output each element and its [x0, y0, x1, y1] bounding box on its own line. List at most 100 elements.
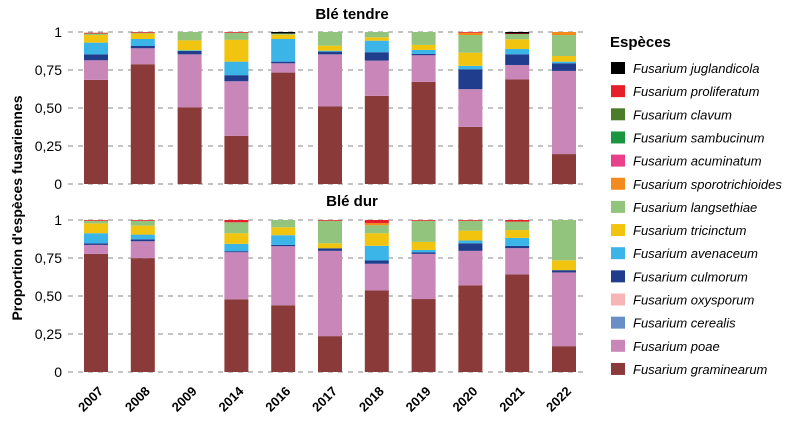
legend-label: Fusarium langsethiae: [633, 200, 757, 215]
bar-segment-fusarium-poae-2008: [130, 241, 155, 259]
legend-label: Fusarium culmorum: [633, 269, 748, 284]
bar-segment-fusarium-culmorum-2009: [177, 51, 202, 55]
bar-segment-fusarium-tricinctum-2019: [411, 44, 436, 50]
bar-segment-fusarium-langsethiae-2008: [130, 32, 155, 34]
y-tick-label: 0,75: [35, 62, 62, 78]
bar-segment-fusarium-graminearum-2008: [130, 258, 155, 372]
y-tick-label: 0,50: [35, 100, 62, 116]
bar-segment-fusarium-graminearum-2022: [552, 346, 576, 372]
bar-segment-fusarium-avenaceum-2022: [552, 61, 576, 64]
bar-segment-fusarium-culmorum-2021: [505, 245, 530, 249]
legend-swatch: [611, 177, 625, 190]
bar-segment-fusarium-tricinctum-2020: [458, 52, 483, 66]
bar-segment-fusarium-culmorum-2021: [505, 54, 530, 65]
bar-segment-fusarium-poae-2020: [458, 250, 483, 286]
x-tick-label: 2007: [75, 384, 106, 415]
bar-segment-fusarium-tricinctum-2021: [505, 39, 530, 50]
bar-segment-fusarium-tricinctum-2016: [271, 227, 296, 236]
bar-segment-fusarium-graminearum-2019: [411, 299, 436, 372]
bar-segment-fusarium-sporotrichioides-2022: [552, 32, 576, 36]
legend-label: Fusarium cerealis: [633, 316, 736, 331]
bar-segment-fusarium-tricinctum-2014: [224, 39, 249, 62]
bar-segment-fusarium-graminearum-2017: [318, 106, 342, 184]
x-tick-label: 2009: [169, 384, 200, 415]
bar-segment-fusarium-proliferatum-2008: [130, 32, 155, 33]
legend-swatch: [611, 154, 625, 167]
bar-segment-fusarium-langsethiae-2019: [411, 220, 436, 242]
legend-swatch: [611, 200, 625, 213]
bar-segment-fusarium-graminearum-2018: [364, 95, 389, 184]
legend-label: Fusarium tricinctum: [633, 223, 747, 238]
bar-segment-fusarium-langsethiae-2016: [271, 220, 296, 228]
legend-label: Fusarium avenaceum: [633, 246, 758, 261]
bar-segment-fusarium-langsethiae-2022: [552, 220, 576, 261]
bar-segment-fusarium-poae-2017: [318, 250, 342, 337]
bar-segment-fusarium-avenaceum-2019: [411, 49, 436, 54]
bar-segment-fusarium-tricinctum-2014: [224, 233, 249, 244]
y-tick-label: 1: [54, 24, 62, 40]
legend-label: Fusarium juglandicola: [633, 61, 759, 76]
bar-segment-fusarium-avenaceum-2020: [458, 240, 483, 244]
bar-segment-fusarium-culmorum-2019: [411, 252, 436, 254]
bar-segment-fusarium-graminearum-2020: [458, 126, 483, 184]
bar-segment-fusarium-avenaceum-2008: [130, 38, 155, 46]
bar-segment-fusarium-poae-2007: [84, 60, 108, 80]
bar-segment-fusarium-langsethiae-2022: [552, 35, 576, 57]
bar-segment-fusarium-avenaceum-2007: [84, 233, 108, 244]
bar-segment-fusarium-poae-2014: [224, 252, 249, 300]
bar-segment-fusarium-langsethiae-2016: [271, 33, 296, 35]
bar-segment-fusarium-graminearum-2007: [84, 253, 108, 372]
bar-segment-fusarium-avenaceum-2018: [364, 40, 389, 53]
bar-segment-fusarium-avenaceum-2018: [364, 245, 389, 261]
bar-segment-fusarium-poae-2016: [271, 246, 296, 306]
bar-segment-fusarium-poae-2021: [505, 248, 530, 275]
legend-swatch: [611, 339, 625, 352]
bar-segment-fusarium-culmorum-2018: [364, 52, 389, 61]
bar-segment-fusarium-graminearum-2018: [364, 290, 389, 372]
bar-segment-fusarium-culmorum-2022: [552, 270, 576, 273]
bar-segment-fusarium-poae-2018: [364, 60, 389, 96]
bar-segment-fusarium-poae-2020: [458, 89, 483, 127]
bar-segment-fusarium-langsethiae-2009: [177, 32, 202, 41]
bar-segment-fusarium-sporotrichioides-2018: [364, 223, 389, 226]
bar-segment-fusarium-culmorum-2014: [224, 75, 249, 82]
bar-segment-fusarium-poae-2017: [318, 54, 342, 107]
bar-segment-fusarium-avenaceum-2014: [224, 61, 249, 76]
x-tick-label: 2022: [543, 384, 574, 415]
y-tick-label: 0,75: [35, 250, 62, 266]
x-tick-label: 2019: [403, 384, 434, 415]
legend-label: Fusarium acuminatum: [633, 154, 762, 169]
bar-segment-fusarium-culmorum-2016: [271, 244, 296, 247]
legend-title: Espèces: [610, 34, 671, 51]
x-tick-label: 2016: [262, 384, 293, 415]
bar-segment-fusarium-graminearum-2022: [552, 154, 576, 184]
bar-segment-fusarium-proliferatum-2008: [130, 220, 155, 221]
bar-segment-fusarium-langsethiae-2007: [84, 220, 108, 224]
y-tick-label: 0,25: [35, 138, 62, 154]
bar-segment-fusarium-tricinctum-2016: [271, 34, 296, 39]
bar-segment-fusarium-graminearum-2017: [318, 336, 342, 372]
bar-segment-fusarium-tricinctum-2022: [552, 56, 576, 62]
bar-segment-fusarium-langsethiae-2018: [364, 32, 389, 38]
bar-segment-fusarium-graminearum-2021: [505, 274, 530, 372]
bar-segment-fusarium-graminearum-2008: [130, 64, 155, 184]
bar-segment-fusarium-graminearum-2007: [84, 79, 108, 184]
bar-segment-fusarium-tricinctum-2018: [364, 37, 389, 41]
bar-segment-fusarium-langsethiae-2017: [318, 32, 342, 46]
bar-segment-fusarium-langsethiae-2019: [411, 32, 436, 45]
bar-segment-fusarium-culmorum-2007: [84, 243, 108, 245]
bar-segment-fusarium-langsethiae-2017: [318, 220, 342, 244]
bar-segment-fusarium-graminearum-2014: [224, 299, 249, 372]
bar-segment-fusarium-graminearum-2014: [224, 135, 249, 184]
legend-swatch: [611, 131, 625, 144]
bar-segment-fusarium-poae-2019: [411, 55, 436, 82]
x-tick-label: 2021: [496, 384, 527, 415]
legend-label: Fusarium clavum: [633, 107, 732, 122]
y-tick-label: 1: [54, 212, 62, 228]
x-tick-label: 2018: [356, 384, 387, 415]
bar-segment-fusarium-proliferatum-2020: [458, 220, 483, 221]
legend-label: Fusarium oxysporum: [633, 293, 755, 308]
legend-swatch: [611, 316, 625, 329]
bar-segment-fusarium-tricinctum-2022: [552, 260, 576, 271]
legend-label: Fusarium poae: [633, 339, 720, 354]
